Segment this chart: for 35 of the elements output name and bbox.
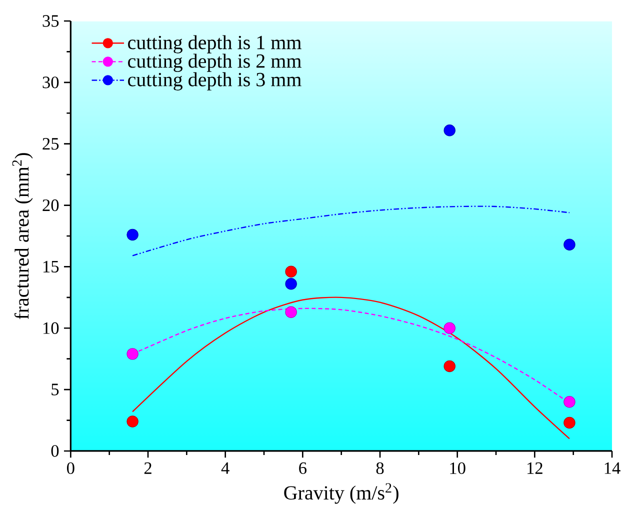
legend-label: cutting depth is 2 mm: [128, 54, 302, 72]
point: [564, 416, 576, 429]
point: [285, 266, 297, 278]
line-series: [132, 296, 570, 440]
point: [564, 396, 576, 408]
y-tick-label: 25: [42, 138, 59, 150]
x-tick-label: 4: [221, 462, 230, 474]
point: [444, 124, 456, 136]
x-tick-label: 0: [67, 462, 74, 474]
y-tick-label: 5: [52, 384, 59, 396]
point: [444, 360, 456, 372]
y-tick-label: 35: [42, 15, 59, 27]
point: [285, 306, 297, 318]
x-tick-label: 2: [144, 462, 152, 474]
point: [444, 322, 456, 334]
legend-label: cutting depth is 1 mm: [128, 35, 302, 54]
point: [285, 278, 297, 290]
point: [126, 228, 138, 241]
point: [126, 416, 138, 428]
x-tick-label: 6: [299, 462, 306, 474]
x-tick-label: 12: [528, 462, 542, 474]
line-series: [132, 206, 570, 256]
y-axis-title: fractured area (mm$^{2}$): [12, 153, 33, 320]
y-tick-label: 15: [43, 260, 59, 273]
point: [126, 348, 138, 360]
y-tick-label: 20: [42, 199, 59, 212]
y-tick-label: 30: [42, 76, 59, 88]
y-tick-label: 0: [51, 445, 59, 457]
x-tick-label: 14: [604, 462, 620, 474]
x-tick-label: 10: [450, 462, 466, 474]
x-tick-label: 8: [376, 462, 384, 474]
legend-label: cutting depth is 3 mm: [128, 72, 302, 90]
y-tick-label: 10: [43, 322, 59, 334]
x-axis-title: Gravity (m/s$^{2}$): [284, 483, 398, 504]
point: [564, 238, 576, 250]
